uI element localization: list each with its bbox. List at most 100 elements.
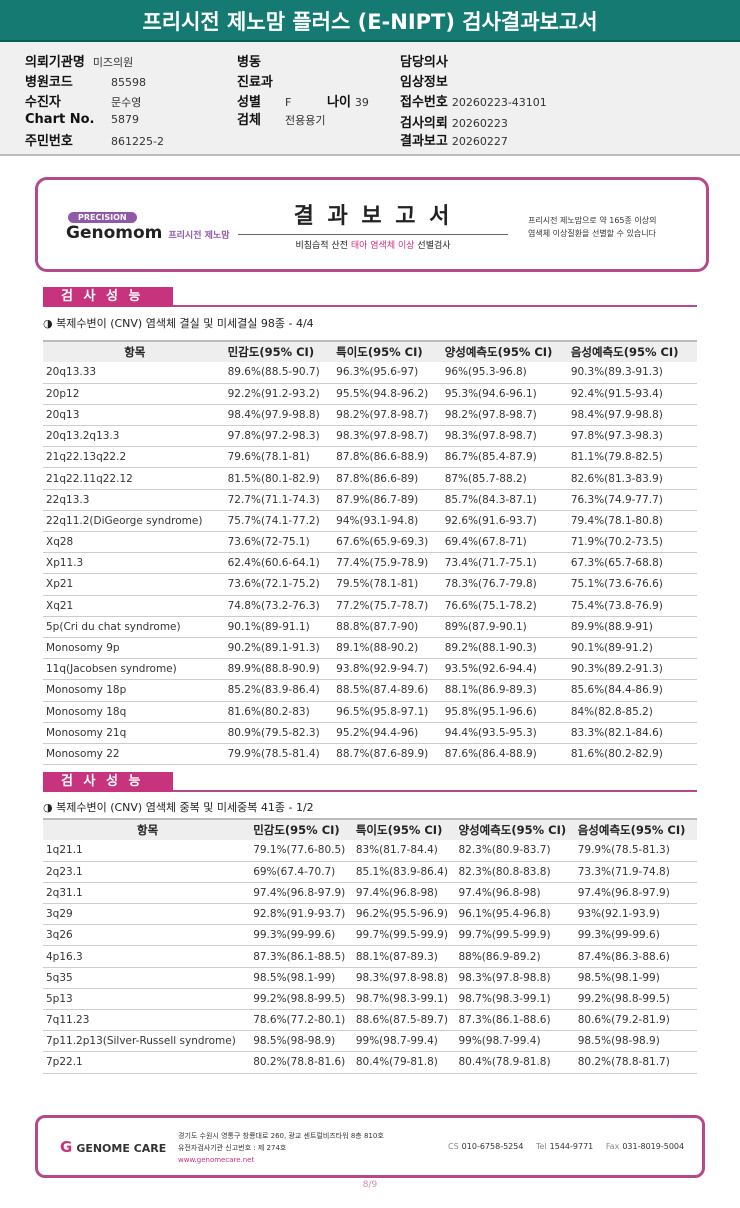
table-cell: 2q31.1 bbox=[43, 882, 254, 905]
table-cell: 5q35 bbox=[43, 967, 254, 989]
table-cell: Xp21 bbox=[43, 573, 228, 596]
table-cell: 75.7%(74.1-77.2) bbox=[227, 510, 337, 533]
table-cell: 99%(98.7-99.4) bbox=[355, 1030, 459, 1053]
table-cell: 94%(93.1-94.8) bbox=[336, 510, 445, 533]
table-cell: Xq21 bbox=[43, 595, 228, 617]
table-cell: 97.4%(96.8-97.9) bbox=[577, 882, 697, 905]
section-subtitle: ◑ 복제수변이 (CNV) 염색체 결실 및 미세결실 98종 - 4/4 bbox=[43, 317, 314, 330]
table-cell: 80.6%(79.2-81.9) bbox=[577, 1009, 697, 1032]
hospital-code-field: 병원코드 85598 bbox=[25, 75, 146, 90]
table-cell: 88.6%(87.5-89.7) bbox=[355, 1009, 459, 1032]
table-cell: 97.4%(96.8-97.9) bbox=[253, 882, 356, 905]
table-cell: 73.3%(71.9-74.8) bbox=[577, 861, 697, 883]
table-cell: 88.5%(87.4-89.6) bbox=[336, 679, 445, 702]
table-cell: 93.5%(92.6-94.4) bbox=[444, 658, 571, 681]
table-cell: 75.1%(73.6-76.6) bbox=[570, 573, 697, 596]
table-row: 3q26 99.3%(99-99.6) 99.7%(99.5-99.9) 99.7%(… bbox=[43, 924, 697, 947]
table-cell: 87.8%(86.6-89) bbox=[336, 467, 445, 490]
table-cell: 96.1%(95.4-96.8) bbox=[458, 903, 578, 926]
table-cell: Monosomy 21q bbox=[43, 722, 228, 744]
table-row: Monosomy 9p 90.2%(89.1-91.3) 89.1%(88-90.2… bbox=[43, 637, 697, 660]
table-cell: 99.3%(99-99.6) bbox=[253, 924, 356, 947]
table-cell: 81.6%(80.2-83) bbox=[227, 701, 337, 723]
table-cell: 98.2%(97.8-98.7) bbox=[336, 404, 445, 427]
footer-address: 경기도 수원시 영통구 창룡대로 260, 광교 센트럴비즈타워 8층 810호… bbox=[178, 1130, 440, 1166]
table-cell: 95.5%(94.8-96.2) bbox=[336, 383, 445, 405]
table-cell: 81.5%(80.1-82.9) bbox=[227, 467, 337, 490]
request-date-field: 검사의뢰 20260223 bbox=[400, 116, 508, 131]
table-row: 1q21.1 79.1%(77.6-80.5) 83%(81.7-84.4) 82.3… bbox=[43, 840, 697, 862]
table-cell: 22q11.2(DiGeorge syndrome) bbox=[43, 510, 228, 533]
table-cell: 90.2%(89.1-91.3) bbox=[227, 637, 337, 660]
table-cell: 92.2%(91.2-93.2) bbox=[227, 383, 337, 405]
table-row: Xq28 73.6%(72-75.1) 67.6%(65.9-69.3) 69.4%(… bbox=[43, 531, 697, 554]
column-header: 민감도(95% CI) bbox=[227, 340, 337, 362]
table-cell: 82.3%(80.8-83.8) bbox=[458, 861, 578, 883]
table-cell: 72.7%(71.1-74.3) bbox=[227, 489, 337, 511]
age-field: 나이 39 bbox=[327, 95, 369, 110]
table-cell: 79.9%(78.5-81.3) bbox=[577, 840, 697, 862]
report-title: 프리시전 제노맘 플러스 (E-NIPT) 검사결과보고서 bbox=[0, 0, 740, 42]
table-cell: 94.4%(93.5-95.3) bbox=[444, 722, 571, 744]
table-row: 2q31.1 97.4%(96.8-97.9) 97.4%(96.8-98) 97.4… bbox=[43, 882, 697, 905]
table-cell: 98.5%(98.1-99) bbox=[577, 967, 697, 989]
table-cell: 69%(67.4-70.7) bbox=[253, 861, 356, 883]
table-cell: 84%(82.8-85.2) bbox=[570, 701, 697, 723]
table-cell: 97.4%(96.8-98) bbox=[458, 882, 578, 905]
institution-field: 의뢰기관명 미즈의원 bbox=[25, 55, 134, 70]
table-cell: 5p(Cri du chat syndrome) bbox=[43, 616, 228, 638]
table-cell: 87.4%(86.3-88.6) bbox=[577, 945, 697, 968]
table-cell: 98.5%(98-98.9) bbox=[253, 1030, 356, 1053]
table-cell: 95.8%(95.1-96.6) bbox=[444, 701, 571, 723]
table-row: 5p(Cri du chat syndrome) 90.1%(89-91.1) 88… bbox=[43, 616, 697, 638]
receipt-no-field: 접수번호 20260223-43101 bbox=[400, 95, 547, 110]
table-cell: 97.8%(97.3-98.3) bbox=[570, 425, 697, 448]
table-cell: 96.3%(95.6-97) bbox=[336, 362, 445, 384]
page-number: 8/9 bbox=[362, 1180, 378, 1190]
performance-table-deletions: 항목 민감도(95% CI) 특이도(95% CI) 양성예측도(95% CI) 음성예… bbox=[43, 340, 697, 766]
table-cell: 98.5%(98-98.9) bbox=[577, 1030, 697, 1053]
banner-note: 프리시전 제노맘으로 약 165종 이상의 염색체 이상질환을 선별할 수 있습니… bbox=[528, 216, 657, 238]
table-cell: 98.3%(97.8-98.8) bbox=[355, 967, 459, 989]
table-cell: 85.6%(84.4-86.9) bbox=[570, 679, 697, 702]
table-cell: 1q21.1 bbox=[43, 840, 254, 862]
table-cell: 71.9%(70.2-73.5) bbox=[570, 531, 697, 554]
genome-care-logo: G GENOME CARE bbox=[60, 1138, 167, 1156]
table-row: 22q11.2(DiGeorge syndrome) 75.7%(74.1-77.… bbox=[43, 510, 697, 533]
table-cell: 96%(95.3-96.8) bbox=[444, 362, 571, 384]
column-header: 특이도(95% CI) bbox=[355, 818, 459, 840]
table-cell: 21q22.11q22.12 bbox=[43, 467, 228, 490]
table-cell: 87%(85.7-88.2) bbox=[444, 467, 571, 490]
table-cell: 81.6%(80.2-82.9) bbox=[570, 743, 697, 766]
table-row: Xp21 73.6%(72.1-75.2) 79.5%(78.1-81) 78.3%(… bbox=[43, 573, 697, 596]
table-cell: 98.3%(97.8-98.7) bbox=[444, 425, 571, 448]
table-cell: 20q13.2q13.3 bbox=[43, 425, 228, 448]
table-cell: 90.3%(89.3-91.3) bbox=[570, 362, 697, 384]
table-cell: 79.4%(78.1-80.8) bbox=[570, 510, 697, 533]
table-cell: 98.3%(97.8-98.8) bbox=[458, 967, 578, 989]
table-row: 20q13 98.4%(97.9-98.8) 98.2%(97.8-98.7) 98.… bbox=[43, 404, 697, 427]
table-cell: 76.6%(75.1-78.2) bbox=[444, 595, 571, 617]
table-cell: 98.3%(97.8-98.7) bbox=[336, 425, 445, 448]
report-banner: PRECISION Genomom 프리시전 제노맘 결 과 보 고 서 비침습적… bbox=[35, 177, 709, 272]
table-cell: 79.9%(78.5-81.4) bbox=[227, 743, 337, 766]
table-cell: 88.1%(87-89.3) bbox=[355, 945, 459, 968]
table-cell: Monosomy 22 bbox=[43, 743, 228, 766]
patient-field: 수진자 문수영 bbox=[25, 95, 142, 110]
specimen-field: 검체 전용용기 bbox=[237, 113, 326, 128]
performance-table-duplications: 항목 민감도(95% CI) 특이도(95% CI) 양성예측도(95% CI) 음성예… bbox=[43, 818, 697, 1074]
table-cell: 99.2%(98.8-99.5) bbox=[577, 988, 697, 1011]
table-cell: 89.9%(88.8-90.9) bbox=[227, 658, 337, 681]
table-cell: 98.4%(97.9-98.8) bbox=[570, 404, 697, 427]
website-link[interactable]: www.genomecare.net bbox=[178, 1156, 255, 1164]
footer-contacts: CS 010-6758-5254 Tel 1544-9771 Fax 031-8019… bbox=[448, 1142, 685, 1151]
genomom-logo: Genomom 프리시전 제노맘 bbox=[66, 223, 230, 243]
table-cell: 90.1%(89-91.1) bbox=[227, 616, 337, 638]
table-cell: 88.1%(86.9-89.3) bbox=[444, 679, 571, 702]
column-header: 음성예측도(95% CI) bbox=[577, 818, 697, 840]
table-row: 11q(Jacobsen syndrome) 89.9%(88.8-90.9) 93… bbox=[43, 658, 697, 681]
table-cell: 87.9%(86.7-89) bbox=[336, 489, 445, 511]
table-row: 7p11.2p13(Silver-Russell syndrome) 98.5%(… bbox=[43, 1030, 697, 1053]
table-cell: 99.2%(98.8-99.5) bbox=[253, 988, 356, 1011]
column-header: 민감도(95% CI) bbox=[253, 818, 356, 840]
